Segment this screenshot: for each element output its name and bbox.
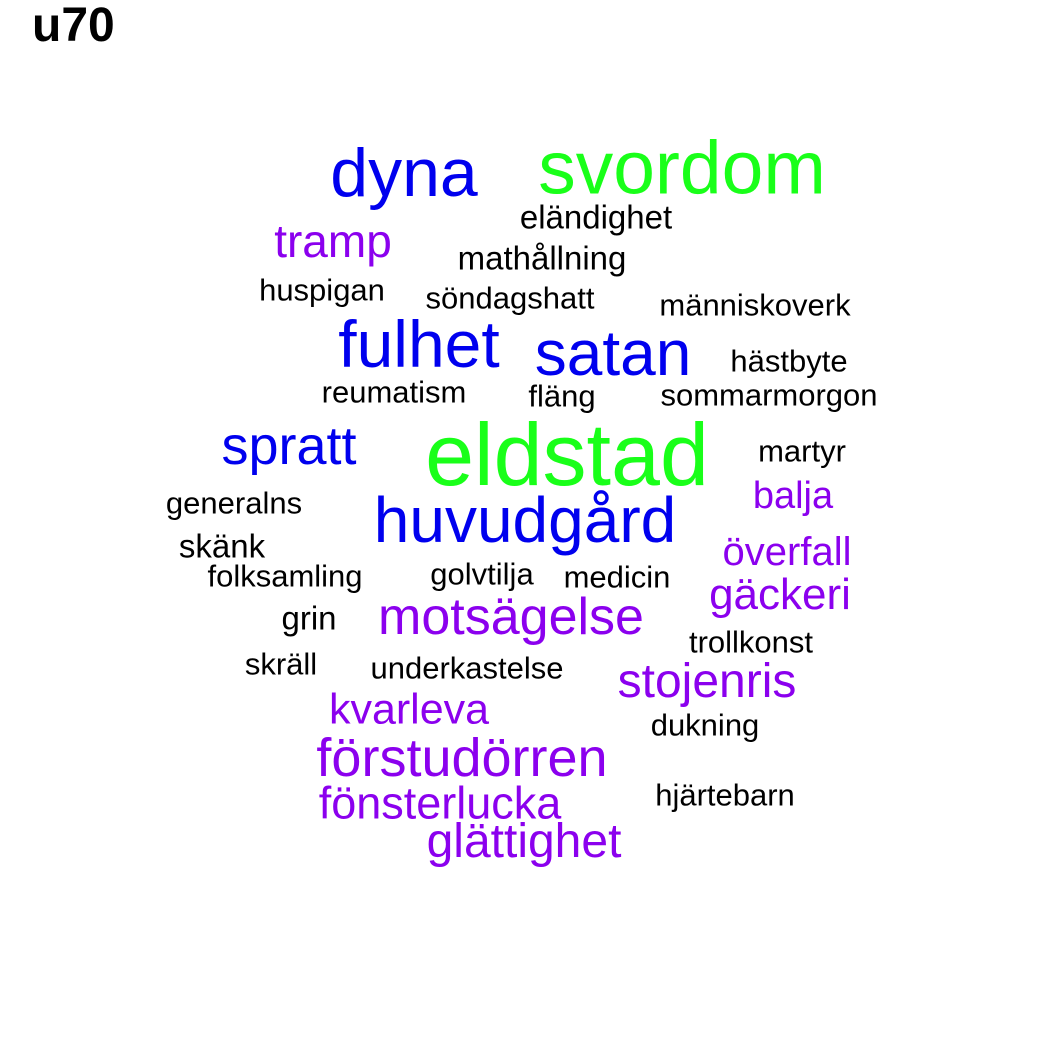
word: underkastelse bbox=[370, 650, 564, 686]
word: eldstad bbox=[425, 405, 709, 504]
chart-title: u70 bbox=[32, 0, 115, 52]
word: skänk bbox=[178, 527, 266, 565]
word: balja bbox=[752, 475, 834, 517]
word: kvarleva bbox=[328, 685, 490, 734]
word: mathållning bbox=[457, 239, 627, 277]
word: hästbyte bbox=[730, 343, 848, 379]
word: gäckeri bbox=[709, 570, 851, 619]
word: golvtilja bbox=[430, 556, 534, 592]
word: tramp bbox=[274, 215, 392, 267]
word: generalns bbox=[165, 485, 303, 521]
word: hjärtebarn bbox=[655, 777, 795, 813]
word: skräll bbox=[244, 646, 318, 682]
word: överfall bbox=[722, 530, 852, 574]
word: fönsterlucka bbox=[318, 777, 562, 829]
word: medicin bbox=[563, 559, 671, 595]
word: sommarmorgon bbox=[660, 377, 878, 413]
word: grin bbox=[281, 599, 337, 637]
word: huvudgård bbox=[373, 484, 677, 556]
word: stojenris bbox=[617, 655, 797, 708]
word: fläng bbox=[528, 378, 596, 414]
word: eländighet bbox=[519, 198, 673, 236]
word: motsägelse bbox=[378, 588, 644, 646]
word: trollkonst bbox=[688, 624, 814, 660]
word: huspigan bbox=[259, 272, 385, 308]
word: förstudörren bbox=[316, 728, 608, 788]
word: fulhet bbox=[338, 307, 500, 381]
word: glättighet bbox=[426, 815, 622, 868]
word: reumatism bbox=[321, 374, 467, 410]
word: svordom bbox=[538, 125, 826, 210]
word: människoverk bbox=[659, 287, 851, 323]
word: martyr bbox=[758, 433, 846, 469]
word: satan bbox=[534, 317, 692, 389]
word: folksamling bbox=[207, 558, 363, 594]
word: dukning bbox=[650, 707, 760, 743]
word: söndagshatt bbox=[425, 280, 595, 316]
word: spratt bbox=[221, 416, 357, 476]
word: dyna bbox=[330, 135, 478, 211]
